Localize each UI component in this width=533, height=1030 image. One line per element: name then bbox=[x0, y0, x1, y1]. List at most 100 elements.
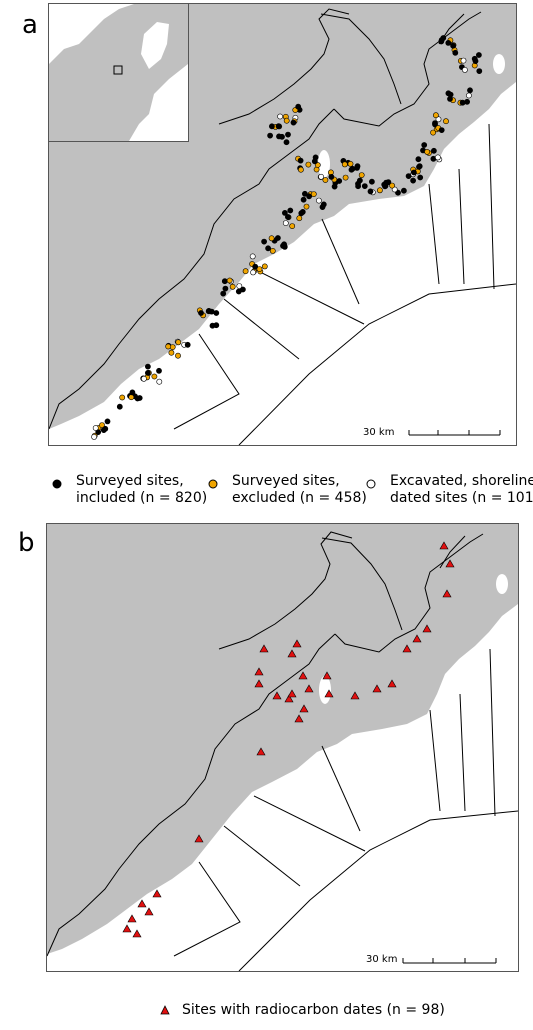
site-marker bbox=[283, 221, 288, 226]
radiocarbon-site-marker bbox=[255, 668, 263, 675]
site-marker bbox=[362, 184, 367, 189]
site-marker bbox=[337, 178, 342, 183]
site-marker bbox=[329, 174, 334, 179]
site-marker bbox=[411, 170, 416, 175]
site-marker bbox=[276, 124, 281, 129]
site-marker bbox=[278, 114, 283, 119]
radiocarbon-site-marker bbox=[260, 645, 268, 652]
legend-line: Surveyed sites, bbox=[232, 473, 367, 490]
sea-area bbox=[47, 604, 518, 971]
site-marker bbox=[92, 434, 97, 439]
site-marker bbox=[135, 396, 140, 401]
radiocarbon-site-marker bbox=[195, 835, 203, 842]
site-marker bbox=[223, 286, 228, 291]
legend-label-included: Surveyed sites, included (n = 820) bbox=[76, 473, 207, 507]
site-marker bbox=[418, 175, 423, 180]
site-marker bbox=[332, 184, 337, 189]
legend-label-excavated: Excavated, shoreline dated sites (n = 10… bbox=[390, 473, 533, 507]
radiocarbon-site-marker bbox=[255, 680, 263, 687]
site-marker bbox=[304, 204, 309, 209]
site-marker bbox=[157, 379, 162, 384]
legend-label-excluded: Surveyed sites, excluded (n = 458) bbox=[232, 473, 367, 507]
site-marker bbox=[460, 100, 465, 105]
site-marker bbox=[343, 175, 348, 180]
scale-label-a: 30 km bbox=[363, 427, 394, 438]
radiocarbon-site-marker bbox=[299, 672, 307, 679]
radiocarbon-site-marker bbox=[423, 625, 431, 632]
site-marker bbox=[130, 390, 135, 395]
site-marker bbox=[411, 178, 416, 183]
site-marker bbox=[117, 404, 122, 409]
radiocarbon-site-marker bbox=[288, 650, 296, 657]
site-marker bbox=[356, 184, 361, 189]
site-marker bbox=[401, 188, 406, 193]
site-marker bbox=[166, 344, 171, 349]
site-marker bbox=[312, 159, 317, 164]
site-marker bbox=[262, 239, 267, 244]
site-marker bbox=[169, 350, 174, 355]
site-marker bbox=[476, 52, 481, 57]
site-marker bbox=[446, 40, 451, 45]
radiocarbon-site-marker bbox=[273, 692, 281, 699]
site-marker bbox=[284, 140, 289, 145]
site-marker bbox=[348, 161, 353, 166]
site-marker bbox=[290, 224, 295, 229]
legend-line: excluded (n = 458) bbox=[232, 490, 367, 507]
radiocarbon-site-marker bbox=[403, 645, 411, 652]
site-marker bbox=[285, 214, 290, 219]
site-marker bbox=[240, 287, 245, 292]
site-marker bbox=[451, 43, 456, 48]
legend-line: dated sites (n = 101) bbox=[390, 490, 533, 507]
radiocarbon-site-marker bbox=[257, 748, 265, 755]
site-marker bbox=[431, 130, 436, 135]
site-marker bbox=[243, 269, 248, 274]
site-marker bbox=[298, 158, 303, 163]
site-marker bbox=[209, 309, 214, 314]
site-marker bbox=[185, 342, 190, 347]
site-marker bbox=[214, 323, 219, 328]
panel-label-a: a bbox=[22, 12, 38, 38]
site-marker bbox=[377, 188, 382, 193]
legend-label-radiocarbon: Sites with radiocarbon dates (n = 98) bbox=[182, 1002, 445, 1019]
site-marker bbox=[250, 254, 255, 259]
site-marker bbox=[145, 364, 150, 369]
site-marker bbox=[453, 50, 458, 55]
site-marker bbox=[461, 58, 466, 63]
excluded-site-symbol bbox=[208, 479, 218, 489]
overview-inset-map bbox=[48, 3, 189, 142]
site-marker bbox=[301, 197, 306, 202]
radiocarbon-site-marker bbox=[323, 672, 331, 679]
site-marker bbox=[105, 419, 110, 424]
site-marker bbox=[266, 246, 271, 251]
site-marker bbox=[417, 164, 422, 169]
site-marker bbox=[342, 162, 347, 167]
site-marker bbox=[355, 164, 360, 169]
radiocarbon-site-marker bbox=[351, 692, 359, 699]
site-marker bbox=[198, 310, 203, 315]
map-panel-b bbox=[46, 523, 519, 972]
site-marker bbox=[307, 194, 312, 199]
site-marker bbox=[280, 243, 285, 248]
site-marker bbox=[435, 155, 440, 160]
site-marker bbox=[297, 216, 302, 221]
site-marker bbox=[230, 284, 235, 289]
site-marker bbox=[269, 236, 274, 241]
excavated-site-symbol bbox=[366, 479, 376, 489]
legend-line: Excavated, shoreline bbox=[390, 473, 533, 490]
site-marker bbox=[120, 395, 125, 400]
site-marker bbox=[383, 183, 388, 188]
site-marker bbox=[129, 395, 134, 400]
site-marker bbox=[350, 166, 355, 171]
site-marker bbox=[443, 119, 448, 124]
site-marker bbox=[270, 248, 275, 253]
site-marker bbox=[227, 278, 232, 283]
radiocarbon-site-marker bbox=[446, 560, 454, 567]
site-marker bbox=[152, 374, 157, 379]
site-marker bbox=[262, 264, 267, 269]
site-marker bbox=[357, 178, 362, 183]
site-marker bbox=[269, 124, 274, 129]
site-marker bbox=[462, 67, 467, 72]
radiocarbon-site-marker bbox=[305, 685, 313, 692]
site-marker bbox=[433, 113, 438, 118]
site-marker bbox=[285, 132, 290, 137]
